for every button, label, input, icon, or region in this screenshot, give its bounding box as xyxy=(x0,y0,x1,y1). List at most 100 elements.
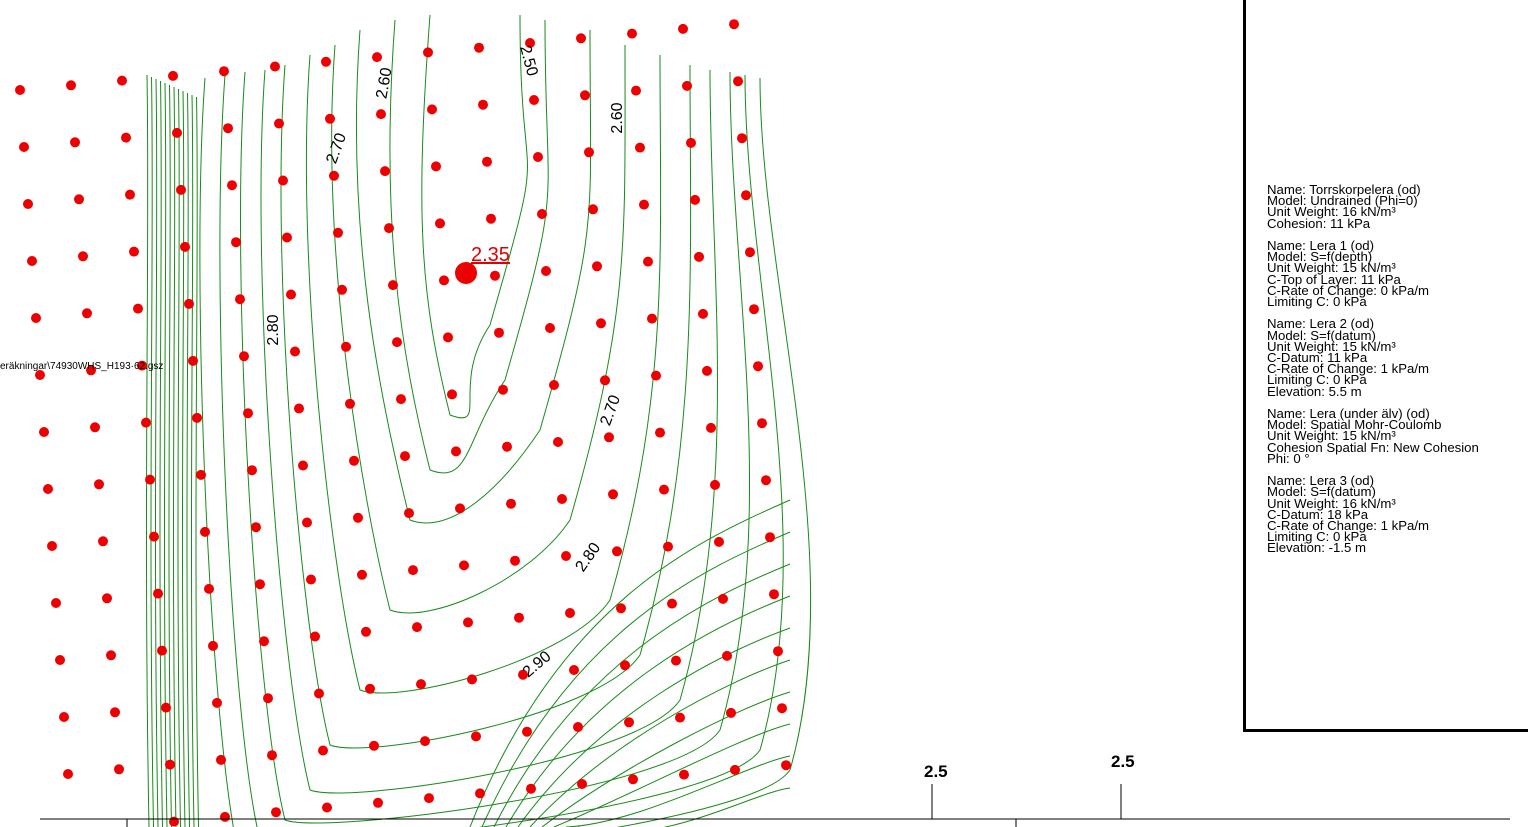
grid-point xyxy=(647,313,657,324)
material-entry: Name: Lera 1 (od) Model: S=f(depth) Unit… xyxy=(1267,238,1479,308)
contour-line xyxy=(145,74,150,827)
grid-point xyxy=(459,560,469,571)
grid-point xyxy=(172,127,182,138)
grid-point xyxy=(404,508,414,519)
grid-point xyxy=(714,536,724,547)
material-prop: Model: S=f(depth) xyxy=(1267,249,1373,265)
material-prop: Unit Weight: 16 kN/m³ xyxy=(1267,204,1396,220)
material-entry: Name: Torrskorpelera (od) Model: Undrain… xyxy=(1267,182,1479,230)
grid-point xyxy=(510,555,520,566)
grid-point xyxy=(435,218,445,229)
contour-line xyxy=(529,659,791,827)
contour-line xyxy=(163,82,168,827)
grid-point xyxy=(153,588,163,599)
axis-label-2: 2.5 xyxy=(1111,752,1135,771)
grid-point xyxy=(31,313,41,323)
contour-line xyxy=(181,90,186,827)
grid-point xyxy=(682,80,692,91)
grid-point xyxy=(329,170,339,181)
material-name: Name: Lera 2 (od) xyxy=(1267,316,1375,332)
material-entry: Name: Lera 2 (od) Model: S=f(datum) Unit… xyxy=(1267,316,1479,399)
grid-point xyxy=(686,137,696,148)
grid-point xyxy=(353,512,363,523)
grid-point xyxy=(730,764,740,775)
grid-point xyxy=(208,640,218,651)
grid-point xyxy=(333,227,343,238)
grid-point xyxy=(63,769,73,779)
grid-point xyxy=(655,427,665,438)
grid-point xyxy=(463,617,473,628)
contour-line xyxy=(331,44,626,614)
grid-point xyxy=(588,204,598,215)
grid-point xyxy=(490,270,500,281)
grid-point xyxy=(184,298,194,309)
grid-point xyxy=(114,764,124,775)
grid-point xyxy=(757,418,767,429)
material-name: Name: Torrskorpelera (od) xyxy=(1267,182,1421,197)
grid-point xyxy=(781,760,791,771)
grid-point xyxy=(635,142,645,153)
material-prop: Elevation: 5.5 m xyxy=(1267,383,1362,399)
grid-point xyxy=(78,251,88,262)
grid-point xyxy=(39,427,49,437)
contour-line xyxy=(493,563,791,827)
grid-point xyxy=(106,650,116,661)
grid-point xyxy=(161,702,171,713)
grid-point xyxy=(43,484,53,494)
grid-point xyxy=(216,754,226,765)
grid-point xyxy=(349,455,359,466)
grid-point xyxy=(627,28,637,39)
contour-line xyxy=(578,787,791,827)
contour-line xyxy=(565,755,791,827)
grid-point xyxy=(628,774,638,785)
contour-line xyxy=(159,80,163,827)
grid-point xyxy=(94,479,104,490)
grid-point xyxy=(255,579,265,590)
grid-point xyxy=(549,380,559,390)
grid-point xyxy=(447,389,457,400)
grid-point xyxy=(396,394,406,405)
grid-point xyxy=(494,327,504,338)
grid-point xyxy=(573,722,583,732)
contour-label: 2.80 xyxy=(265,314,282,345)
grid-point xyxy=(690,194,700,205)
grid-point xyxy=(117,75,127,86)
grid-point xyxy=(612,546,622,557)
grid-points xyxy=(15,19,791,827)
grid-point xyxy=(306,574,316,585)
grid-point xyxy=(733,76,743,87)
material-name: Name: Lera (under älv) (od) xyxy=(1267,406,1430,422)
grid-point xyxy=(522,726,532,737)
contour-line xyxy=(389,19,549,474)
grid-point xyxy=(74,194,84,205)
grid-point xyxy=(427,104,437,115)
grid-point xyxy=(478,99,488,110)
grid-point xyxy=(278,175,288,186)
contour-line xyxy=(219,74,784,827)
grid-point xyxy=(443,332,453,343)
grid-point xyxy=(365,683,375,694)
contour-line xyxy=(168,84,172,827)
contour-line xyxy=(177,88,181,827)
grid-point xyxy=(27,256,37,266)
grid-point xyxy=(608,489,618,500)
grid-point xyxy=(722,650,732,661)
contour-label: 2.50 xyxy=(516,44,541,79)
grid-point xyxy=(310,631,320,642)
grid-point xyxy=(702,365,712,376)
material-name: Name: Lera 1 (od) xyxy=(1267,238,1375,253)
grid-point xyxy=(651,370,661,381)
grid-point xyxy=(102,593,112,604)
contour-line xyxy=(541,691,791,827)
grid-point xyxy=(537,209,547,219)
grid-point xyxy=(765,532,775,543)
grid-point xyxy=(698,308,708,319)
grid-point xyxy=(416,679,426,690)
contour-line xyxy=(553,723,791,827)
grid-point xyxy=(533,152,543,162)
material-legend-box xyxy=(1243,0,1528,732)
grid-point xyxy=(400,451,410,462)
grid-point xyxy=(19,142,29,152)
contour-line xyxy=(154,78,159,827)
grid-point xyxy=(526,783,536,794)
